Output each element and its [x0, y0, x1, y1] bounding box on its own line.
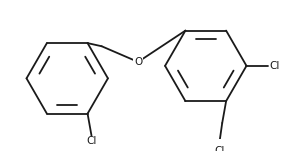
Text: O: O [134, 57, 142, 67]
Text: Cl: Cl [86, 136, 97, 146]
Text: Cl: Cl [269, 61, 280, 71]
Text: Cl: Cl [214, 146, 224, 151]
